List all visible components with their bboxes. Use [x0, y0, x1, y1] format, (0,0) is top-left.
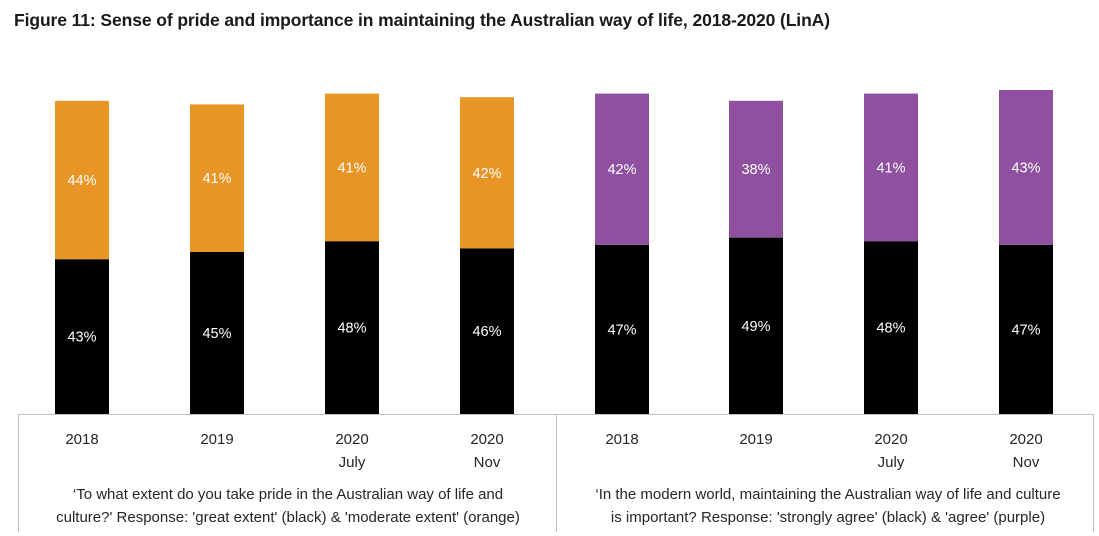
- x-tick-label-g1-4-line1: 2020: [470, 431, 503, 448]
- data-label-g2-4-strongly-agree: 47%: [1011, 322, 1040, 338]
- bar-g1-3-moderate-extent: [325, 93, 379, 242]
- x-tick-label-g1-3-line2: July: [339, 454, 366, 471]
- bar-g2-1-agree: [595, 93, 649, 245]
- bar-g2-4-strongly-agree: [999, 244, 1053, 414]
- x-tick-label-g1-1-line1: 2018: [65, 431, 98, 448]
- x-tick-label-g2-2-line1: 2019: [739, 431, 772, 448]
- x-tick-label-g1-2-line1: 2019: [200, 431, 233, 448]
- data-label-g1-3-great-extent: 48%: [337, 321, 366, 337]
- bar-g1-1-great-extent: [55, 259, 109, 414]
- data-label-g1-4-moderate-extent: 42%: [472, 166, 501, 182]
- chart-title: Figure 11: Sense of pride and importance…: [14, 10, 830, 30]
- bar-g1-2-great-extent: [190, 252, 244, 414]
- caption-left: ‘To what extent do you take pride in the…: [18, 483, 558, 529]
- data-label-g2-1-strongly-agree: 47%: [607, 322, 636, 338]
- data-label-g2-3-agree: 41%: [876, 160, 905, 176]
- bar-g2-3-agree: [864, 93, 918, 242]
- x-tick-label-g2-3-line2: July: [878, 454, 905, 471]
- data-label-g2-1-agree: 42%: [607, 162, 636, 178]
- caption-left-line1: ‘To what extent do you take pride in the…: [72, 486, 504, 503]
- bar-g1-3-great-extent: [325, 241, 379, 414]
- data-label-g1-2-moderate-extent: 41%: [202, 171, 231, 187]
- x-tick-label-g1-3-line1: 2020: [335, 431, 368, 448]
- caption-right-line1: ‘In the modern world, maintaining the Au…: [595, 486, 1061, 503]
- data-label-g2-3-strongly-agree: 48%: [876, 321, 905, 337]
- bar-g1-2-moderate-extent: [190, 104, 244, 253]
- bar-g1-4-moderate-extent: [460, 97, 514, 249]
- bar-g2-2-strongly-agree: [729, 237, 783, 414]
- data-label-g2-2-agree: 38%: [741, 162, 770, 178]
- data-label-g2-2-strongly-agree: 49%: [741, 319, 770, 335]
- caption-left-line2: culture?' Response: 'great extent' (blac…: [56, 509, 520, 526]
- data-label-g1-2-great-extent: 45%: [202, 326, 231, 342]
- bar-g2-2-agree: [729, 100, 783, 238]
- x-tick-label-g2-3-line1: 2020: [874, 431, 907, 448]
- x-tick-label-g1-4-line2: Nov: [474, 454, 501, 471]
- x-tick-label-g2-1-line1: 2018: [605, 431, 638, 448]
- bar-g1-4-great-extent: [460, 248, 514, 414]
- data-label-g1-1-great-extent: 43%: [67, 330, 96, 346]
- bar-g2-1-strongly-agree: [595, 244, 649, 414]
- data-label-g1-3-moderate-extent: 41%: [337, 160, 366, 176]
- x-tick-label-g2-4-line1: 2020: [1009, 431, 1042, 448]
- data-label-g1-4-great-extent: 46%: [472, 324, 501, 340]
- bar-g2-3-strongly-agree: [864, 241, 918, 414]
- bar-g1-1-moderate-extent: [55, 100, 109, 260]
- data-label-g2-4-agree: 43%: [1011, 160, 1040, 176]
- data-label-g1-1-moderate-extent: 44%: [67, 173, 96, 189]
- bar-g2-4-agree: [999, 90, 1053, 245]
- caption-right: ‘In the modern world, maintaining the Au…: [558, 483, 1098, 529]
- caption-right-line2: is important? Response: 'strongly agree'…: [610, 509, 1046, 526]
- x-tick-label-g2-4-line2: Nov: [1013, 454, 1040, 471]
